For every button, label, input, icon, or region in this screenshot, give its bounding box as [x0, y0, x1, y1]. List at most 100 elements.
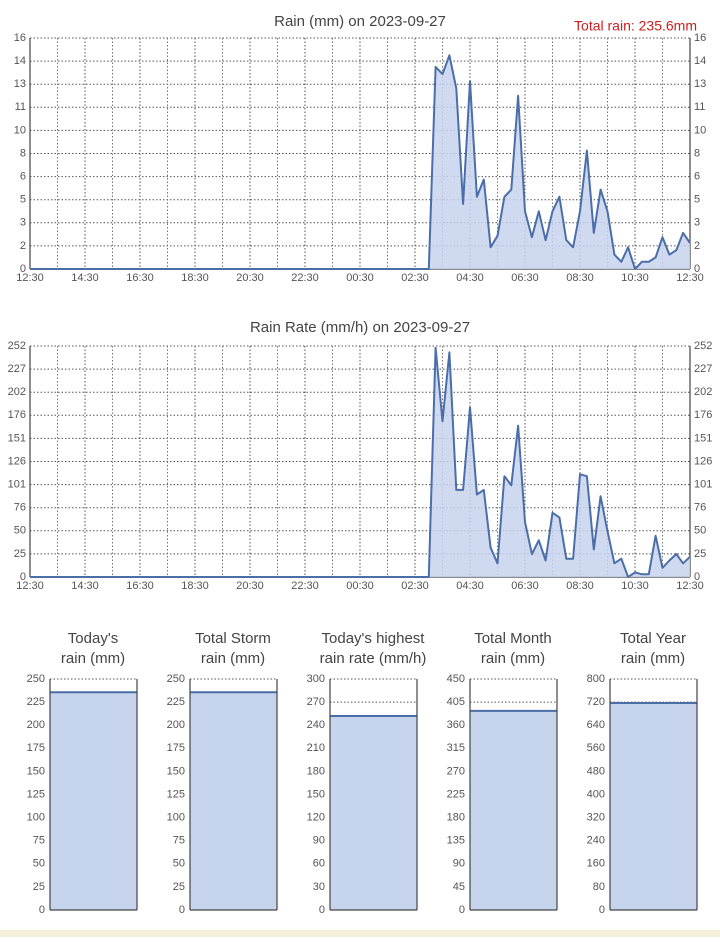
bar: [50, 692, 137, 910]
y-tick-label: 0: [459, 904, 465, 916]
y-tick-label: 75: [33, 835, 45, 847]
y-tick-label-right: 14: [694, 55, 706, 67]
y-tick-label: 227: [8, 363, 26, 375]
chart-title: Rain Rate (mm/h) on 2023-09-27: [250, 319, 470, 336]
x-tick-label: 02:30: [401, 272, 429, 284]
y-tick-label: 30: [313, 881, 325, 893]
y-tick-label: 2: [20, 240, 26, 252]
x-tick-label: 20:30: [236, 272, 264, 284]
y-tick-label: 640: [587, 719, 605, 731]
bottom-strip: [0, 930, 720, 937]
y-tick-label: 405: [447, 696, 465, 708]
y-tick-label: 50: [14, 525, 26, 537]
y-tick-label: 176: [8, 409, 26, 421]
area-fill: [30, 55, 690, 269]
y-tick-label: 135: [447, 835, 465, 847]
y-tick-label-right: 13: [694, 78, 706, 90]
annotation: Total rain: 235.6mm: [574, 18, 697, 34]
y-tick-label-right: 50: [694, 525, 706, 537]
y-tick-label: 126: [8, 455, 26, 467]
y-tick-label: 270: [447, 765, 465, 777]
panel-title: rain (mm): [201, 650, 265, 667]
x-tick-label: 18:30: [181, 580, 209, 592]
y-tick-label-right: 176: [694, 409, 712, 421]
y-tick-label: 225: [167, 696, 185, 708]
y-tick-label: 125: [167, 788, 185, 800]
y-tick-label-right: 0: [694, 571, 700, 583]
x-tick-label: 00:30: [346, 272, 374, 284]
y-tick-label: 800: [587, 673, 605, 685]
y-tick-label: 200: [27, 719, 45, 731]
y-tick-label: 101: [8, 479, 26, 491]
y-tick-label-right: 11: [694, 101, 705, 113]
y-tick-label: 202: [8, 386, 26, 398]
y-tick-label: 240: [587, 835, 605, 847]
y-tick-label: 150: [27, 765, 45, 777]
x-tick-label: 00:30: [346, 580, 374, 592]
y-tick-label: 450: [447, 673, 465, 685]
y-tick-label-right: 126: [694, 455, 712, 467]
y-tick-label: 320: [587, 812, 605, 824]
y-tick-label: 400: [587, 788, 605, 800]
y-tick-label: 160: [587, 858, 605, 870]
x-tick-label: 16:30: [126, 580, 154, 592]
x-tick-label: 02:30: [401, 580, 429, 592]
x-tick-label: 10:30: [621, 272, 649, 284]
x-tick-label: 16:30: [126, 272, 154, 284]
y-tick-label: 11: [15, 101, 26, 113]
panel-title: rain rate (mm/h): [320, 650, 427, 667]
y-tick-label: 0: [599, 904, 605, 916]
y-tick-label: 151: [8, 432, 26, 444]
x-tick-label: 06:30: [511, 580, 539, 592]
x-tick-label: 08:30: [566, 580, 594, 592]
x-tick-label: 04:30: [456, 272, 484, 284]
y-tick-label: 560: [587, 742, 605, 754]
y-tick-label: 200: [167, 719, 185, 731]
y-tick-label: 90: [453, 858, 465, 870]
y-tick-label-right: 76: [694, 502, 706, 514]
x-tick-label: 04:30: [456, 580, 484, 592]
series-line: [30, 54, 691, 270]
y-tick-label: 720: [587, 696, 605, 708]
y-tick-label-right: 5: [694, 194, 700, 206]
series-line: [30, 346, 691, 578]
y-tick-label: 50: [173, 858, 185, 870]
panel-title: Today's: [68, 630, 118, 647]
y-tick-label: 13: [14, 78, 26, 90]
y-tick-label-right: 151: [694, 432, 712, 444]
chart-title: Rain (mm) on 2023-09-27: [274, 13, 446, 30]
y-tick-label: 225: [447, 788, 465, 800]
y-tick-label: 150: [307, 788, 325, 800]
y-tick-label: 250: [27, 673, 45, 685]
y-tick-label: 25: [173, 881, 185, 893]
y-tick-label: 480: [587, 765, 605, 777]
y-tick-label: 252: [8, 340, 26, 352]
x-tick-label: 06:30: [511, 272, 539, 284]
y-tick-label: 6: [20, 171, 26, 183]
y-tick-label: 60: [313, 858, 325, 870]
y-tick-label: 125: [27, 788, 45, 800]
y-tick-label: 8: [20, 147, 26, 159]
y-tick-label-right: 2: [694, 240, 700, 252]
y-tick-label-right: 16: [694, 32, 706, 44]
y-tick-label: 180: [447, 812, 465, 824]
y-tick-label: 250: [167, 673, 185, 685]
x-tick-label: 12:30: [676, 580, 704, 592]
y-tick-label-right: 252: [694, 340, 712, 352]
x-tick-label: 20:30: [236, 580, 264, 592]
bar: [330, 715, 417, 910]
x-tick-label: 10:30: [621, 580, 649, 592]
panel-title: Total Month: [474, 630, 552, 647]
y-tick-label: 0: [179, 904, 185, 916]
bar: [470, 710, 557, 910]
y-tick-label: 25: [14, 548, 26, 560]
y-tick-label: 80: [593, 881, 605, 893]
bar: [610, 702, 697, 910]
y-tick-label-right: 10: [694, 124, 706, 136]
y-tick-label: 270: [307, 696, 325, 708]
y-tick-label-right: 3: [694, 217, 700, 229]
y-tick-label: 10: [14, 124, 26, 136]
y-tick-label: 25: [33, 881, 45, 893]
